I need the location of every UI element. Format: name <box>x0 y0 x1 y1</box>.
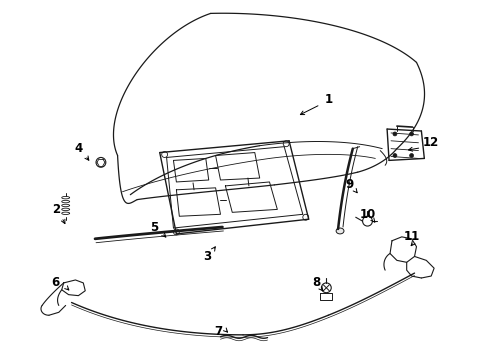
Text: 12: 12 <box>422 136 438 149</box>
Text: 11: 11 <box>403 230 419 243</box>
Text: 6: 6 <box>52 276 60 289</box>
Text: 9: 9 <box>345 179 353 192</box>
Text: 8: 8 <box>312 276 320 289</box>
Circle shape <box>409 132 413 136</box>
Text: 5: 5 <box>149 221 158 234</box>
Text: 2: 2 <box>52 203 60 216</box>
Text: 10: 10 <box>359 208 375 221</box>
Circle shape <box>392 132 396 136</box>
Text: 7: 7 <box>214 325 222 338</box>
Text: 4: 4 <box>74 142 82 155</box>
Circle shape <box>392 153 396 157</box>
Circle shape <box>409 153 413 157</box>
Text: 1: 1 <box>324 93 332 106</box>
Ellipse shape <box>335 228 343 234</box>
Text: 3: 3 <box>203 250 211 263</box>
